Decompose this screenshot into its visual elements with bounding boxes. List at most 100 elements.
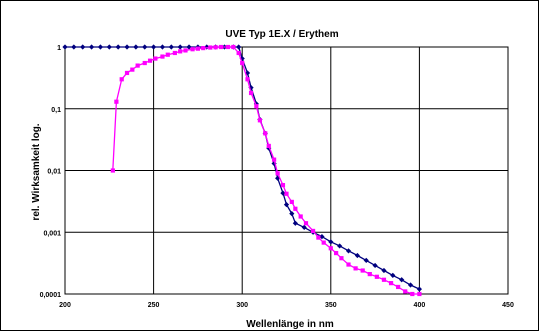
data-point (248, 90, 254, 96)
data-point (339, 256, 344, 261)
data-point (301, 224, 307, 230)
data-point (124, 70, 130, 76)
data-point (328, 246, 333, 251)
data-point (178, 49, 183, 54)
data-point (218, 44, 224, 50)
data-point (275, 171, 280, 176)
data-point (289, 199, 294, 205)
data-point (403, 289, 408, 294)
data-point (334, 250, 339, 256)
data-point (381, 267, 387, 274)
data-point (353, 266, 358, 271)
data-point (367, 272, 372, 277)
data-point (88, 44, 95, 50)
data-point (396, 284, 401, 290)
data-point (142, 60, 147, 66)
data-point (328, 239, 334, 245)
y-tick-label: 0,0001 (40, 292, 62, 299)
data-point (374, 274, 379, 279)
x-tick-label: 450 (502, 302, 514, 309)
data-point (62, 44, 68, 50)
data-point (183, 48, 188, 53)
data-point (263, 131, 268, 136)
data-point (236, 50, 241, 56)
data-point (388, 281, 394, 286)
x-tick-label: 200 (59, 302, 71, 309)
data-point (80, 44, 86, 50)
x-axis-label: Wellenlänge in nm (246, 319, 334, 330)
data-point (319, 234, 325, 240)
data-point (201, 45, 206, 51)
data-point (321, 240, 326, 245)
data-point (244, 70, 251, 76)
data-point (119, 77, 124, 82)
data-point (135, 63, 140, 68)
data-point (186, 44, 192, 50)
series-1 (110, 44, 422, 297)
data-point (106, 44, 112, 50)
data-point (271, 157, 277, 162)
data-point (360, 268, 365, 273)
data-point (266, 145, 272, 151)
data-point (354, 252, 360, 259)
data-point (160, 54, 165, 59)
tick-labels: 200 250 300 350 400 450 1 0,1 0,01 0,001 0,0001 (40, 45, 514, 309)
data-point (153, 56, 158, 61)
data-point (151, 44, 157, 50)
data-point (310, 228, 316, 234)
x-tick-label: 300 (236, 302, 248, 309)
data-point (133, 44, 139, 50)
y-tick-label: 0,01 (47, 169, 61, 176)
series-0 (62, 44, 422, 292)
data-point (177, 44, 183, 50)
data-point (399, 277, 405, 283)
data-point (159, 44, 166, 50)
data-point (345, 248, 352, 254)
data-point (142, 44, 148, 50)
data-point (316, 235, 321, 240)
data-point (172, 50, 177, 56)
data-point (208, 45, 213, 50)
data-point (124, 44, 130, 50)
data-point (168, 44, 174, 50)
data-point (381, 277, 387, 282)
x-tick-label: 400 (414, 302, 426, 309)
data-point (231, 44, 236, 50)
data-point (303, 221, 309, 226)
series-layer (62, 44, 422, 297)
grid (64, 46, 509, 295)
x-tick-label: 350 (325, 302, 337, 309)
data-point (363, 257, 369, 264)
y-axis-label: rel. Wirksamkeit log. (31, 123, 42, 220)
data-point (410, 291, 415, 297)
data-point (372, 262, 378, 269)
data-point (225, 44, 231, 50)
data-point (337, 243, 343, 249)
data-point (236, 44, 242, 50)
x-tick-label: 250 (148, 302, 160, 309)
data-point (280, 183, 286, 188)
data-point (213, 45, 218, 50)
data-point (240, 60, 245, 66)
data-point (289, 211, 295, 217)
y-tick-label: 0,001 (43, 230, 61, 237)
data-point (165, 52, 170, 57)
data-point (298, 214, 303, 219)
data-point (254, 104, 259, 109)
data-point (115, 44, 121, 50)
data-point (110, 168, 115, 173)
y-tick-label: 1 (57, 45, 61, 52)
data-point (284, 191, 289, 196)
data-point (71, 44, 77, 50)
data-point (245, 77, 250, 82)
data-point (283, 202, 290, 208)
data-point (417, 291, 422, 297)
y-tick-label: 0,1 (51, 107, 61, 114)
data-point (97, 44, 104, 50)
data-point (390, 272, 396, 279)
data-point (293, 206, 298, 211)
chart-title: UVE Typ 1E.X / Erythem (225, 29, 338, 40)
data-point (266, 143, 271, 149)
data-point (147, 58, 153, 63)
